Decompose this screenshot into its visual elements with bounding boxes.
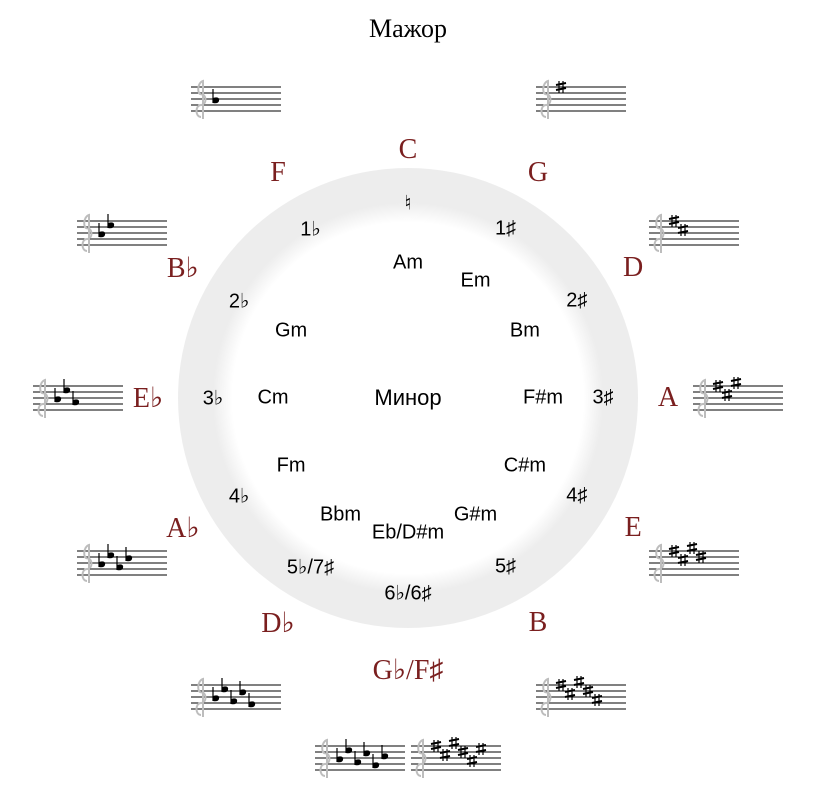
key-signature-staff bbox=[649, 538, 739, 588]
minor-key-label: G#m bbox=[454, 503, 497, 526]
title-major: Мажор bbox=[0, 14, 816, 44]
major-key-label: A♭ bbox=[166, 511, 199, 545]
accidental-count: 6♭/6♯ bbox=[384, 581, 431, 606]
key-signature-staff bbox=[33, 373, 123, 423]
minor-key-label: Eb/D#m bbox=[372, 522, 444, 545]
major-key-label: G♭/F♯ bbox=[373, 653, 444, 687]
minor-key-label: Gm bbox=[275, 319, 307, 342]
key-signature-staff bbox=[649, 208, 739, 258]
major-key-label: G bbox=[528, 157, 548, 189]
major-key-label: C bbox=[399, 134, 418, 166]
accidental-count: 2♭ bbox=[229, 288, 250, 313]
major-key-label: F bbox=[270, 157, 286, 189]
accidental-count: 5♭/7♯ bbox=[287, 554, 334, 579]
major-key-label: A bbox=[658, 382, 678, 414]
accidental-count: 2♯ bbox=[566, 289, 587, 312]
minor-key-label: C#m bbox=[504, 454, 546, 477]
key-signature-staff bbox=[536, 672, 626, 722]
major-key-label: D bbox=[623, 252, 643, 284]
major-key-label: B bbox=[529, 607, 548, 639]
major-key-label: E bbox=[625, 512, 642, 544]
accidental-count: 4♯ bbox=[566, 484, 587, 507]
title-minor: Минор bbox=[374, 385, 441, 411]
minor-key-label: Am bbox=[393, 252, 423, 275]
key-signature-staff bbox=[693, 373, 783, 423]
accidental-count: ♮ bbox=[404, 191, 411, 216]
minor-key-label: Bbm bbox=[320, 503, 361, 526]
accidental-count: 3♯ bbox=[592, 387, 613, 410]
accidental-count: 3♭ bbox=[203, 386, 224, 411]
accidental-count: 4♭ bbox=[229, 483, 250, 508]
accidental-count: 1♭ bbox=[300, 217, 321, 242]
key-signature-staff bbox=[536, 74, 626, 124]
minor-key-label: Cm bbox=[257, 387, 288, 410]
accidental-count: 5♯ bbox=[495, 555, 516, 578]
major-key-label: B♭ bbox=[167, 251, 199, 285]
minor-key-label: Fm bbox=[277, 454, 306, 477]
major-key-label: E♭ bbox=[133, 381, 163, 415]
minor-key-label: F#m bbox=[523, 387, 563, 410]
key-signature-staff bbox=[191, 672, 281, 722]
minor-key-label: Bm bbox=[510, 319, 540, 342]
circle-of-fifths: Мажор Минор C ♮ Am G 1♯ Em D 2♯ Bm A 3♯ F#m bbox=[0, 0, 816, 796]
key-signature-staff bbox=[77, 208, 167, 258]
minor-key-label: Em bbox=[461, 270, 491, 293]
accidental-count: 1♯ bbox=[495, 218, 516, 241]
major-key-label: D♭ bbox=[261, 606, 294, 640]
key-signature-staff bbox=[191, 74, 281, 124]
key-signature-staff bbox=[315, 733, 501, 783]
key-signature-staff bbox=[77, 538, 167, 588]
